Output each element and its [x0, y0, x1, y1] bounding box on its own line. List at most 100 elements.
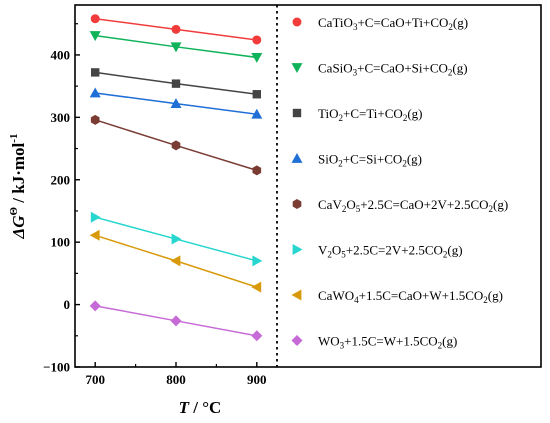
legend-label-subscript: 2 [403, 113, 408, 123]
legend-label-part: +1.5C=W+1.5CO [344, 334, 438, 349]
data-point [90, 211, 101, 223]
data-point [89, 300, 101, 312]
y-tick-label: 100 [51, 235, 71, 250]
legend-label: V2O5+2.5C=2V+2.5CO2(g) [318, 243, 463, 260]
legend-label-part: CaV [318, 197, 342, 212]
y-tick-label: 200 [51, 172, 71, 187]
legend-label-subscript: 2 [448, 68, 453, 78]
legend-label-subscript: 2 [327, 250, 332, 260]
legend-label-part: (g) [452, 61, 467, 76]
plot-frame [74, 4, 542, 368]
data-point [251, 330, 263, 342]
legend-label: CaTiO3+C=CaO+Ti+CO2(g) [318, 15, 468, 32]
legend-label-subscript: 2 [489, 204, 494, 214]
legend-item-6: CaWO4+1.5C=CaO+W+1.5CO2(g) [291, 288, 503, 305]
y-tick-label: 300 [51, 110, 71, 125]
legend-marker [291, 153, 303, 163]
series-0 [90, 14, 262, 45]
legend-label-subscript: 2 [443, 250, 448, 260]
data-point [89, 229, 100, 241]
legend-marker [291, 63, 303, 73]
legend-label-subscript: 2 [483, 295, 488, 305]
data-point [171, 24, 181, 34]
legend-label: WO3+1.5C=W+1.5CO2(g) [318, 334, 457, 351]
y-tick-label: 400 [51, 47, 71, 62]
legend-label-part: WO [318, 334, 340, 349]
legend-label: SiO2+C=Si+CO2(g) [318, 152, 422, 169]
legend-label-part: V [318, 243, 328, 258]
series-3 [89, 87, 263, 119]
legend-label-part: +C=CaO+Si+CO [357, 61, 448, 76]
data-point [170, 98, 182, 109]
data-point [170, 315, 182, 327]
legend-item-5: V2O5+2.5C=2V+2.5CO2(g) [292, 243, 463, 260]
legend-label: CaSiO3+C=CaO+Si+CO2(g) [318, 61, 468, 78]
legend-label-part: (g) [493, 197, 508, 212]
x-axis-title-unit: / °C [189, 398, 221, 417]
legend-label-part: +2.5C=2V+2.5CO [346, 243, 443, 258]
y-axis-title: ΔGΘ / kJ·mol-1 [8, 134, 28, 240]
legend-label: TiO2+C=Ti+CO2(g) [318, 106, 422, 123]
data-point [171, 140, 181, 151]
data-point [251, 108, 263, 119]
legend-marker [292, 108, 302, 118]
data-point [251, 53, 263, 63]
legend-label-subscript: 2 [438, 341, 443, 351]
y-tick-label: 0 [64, 297, 71, 312]
legend-label-part: CaSiO [318, 61, 353, 76]
legend-label-part: +C=Si+CO [343, 152, 403, 167]
legend-item-0: CaTiO3+C=CaO+Ti+CO2(g) [292, 15, 468, 32]
x-tick-label: 700 [85, 372, 105, 387]
legend-label-subscript: 2 [342, 204, 347, 214]
legend-label-subscript: 2 [402, 159, 407, 169]
legend-label-part: CaWO [318, 288, 354, 303]
legend-label-subscript: 3 [353, 68, 358, 78]
y-axis-title-delta: ΔG [9, 215, 28, 240]
legend-item-3: SiO2+C=Si+CO2(g) [291, 152, 422, 169]
legend-label-subscript: 5 [341, 250, 346, 260]
legend-label-subscript: 5 [356, 204, 361, 214]
y-axis-title-exp: -1 [8, 134, 20, 143]
legend-label: CaWO4+1.5C=CaO+W+1.5CO2(g) [318, 288, 503, 305]
legend-label-part: (g) [447, 243, 462, 258]
series-5 [90, 211, 263, 267]
legend-label: CaV2O5+2.5C=CaO+2V+2.5CO2(g) [318, 197, 508, 214]
x-axis-title-variable: T [179, 398, 190, 417]
legend-label-subscript: 4 [354, 295, 359, 305]
legend-label-part: +C=CaO+Ti+CO [357, 15, 448, 30]
legend-label-part: (g) [407, 106, 422, 121]
series-7 [89, 300, 263, 342]
legend-label-subscript: 2 [338, 159, 343, 169]
y-axis-title-sup: Θ [8, 207, 20, 216]
legend-label-part: CaTiO [318, 15, 353, 30]
series-4 [90, 114, 262, 176]
legend-label-part: (g) [407, 152, 422, 167]
legend-label-part: O [332, 243, 341, 258]
legend-label-part: +C=Ti+CO [343, 106, 403, 121]
data-point [170, 42, 182, 53]
data-point [252, 255, 263, 267]
x-tick-label: 800 [166, 372, 186, 387]
y-tick-label: −100 [43, 360, 70, 375]
legend-label-part: TiO [318, 106, 338, 121]
data-point [252, 90, 261, 99]
legend-label-part: (g) [488, 288, 503, 303]
x-tick-label: 900 [247, 372, 267, 387]
legend-label-subscript: 3 [353, 22, 358, 32]
legend-label-part: +1.5C=CaO+W+1.5CO [359, 288, 484, 303]
legend-item-1: CaSiO3+C=CaO+Si+CO2(g) [291, 61, 468, 78]
series-2 [91, 68, 261, 99]
legend-item-2: TiO2+C=Ti+CO2(g) [292, 106, 422, 123]
legend-item-7: WO3+1.5C=W+1.5CO2(g) [291, 334, 457, 351]
data-point [90, 114, 100, 125]
legend-item-4: CaV2O5+2.5C=CaO+2V+2.5CO2(g) [292, 197, 508, 214]
legend-label-part: (g) [442, 334, 457, 349]
data-point [171, 233, 182, 245]
data-point [91, 68, 100, 77]
data-point [252, 35, 262, 45]
data-point [89, 31, 101, 42]
legend-marker [292, 244, 303, 255]
series-1 [89, 31, 263, 63]
data-point [90, 14, 100, 24]
